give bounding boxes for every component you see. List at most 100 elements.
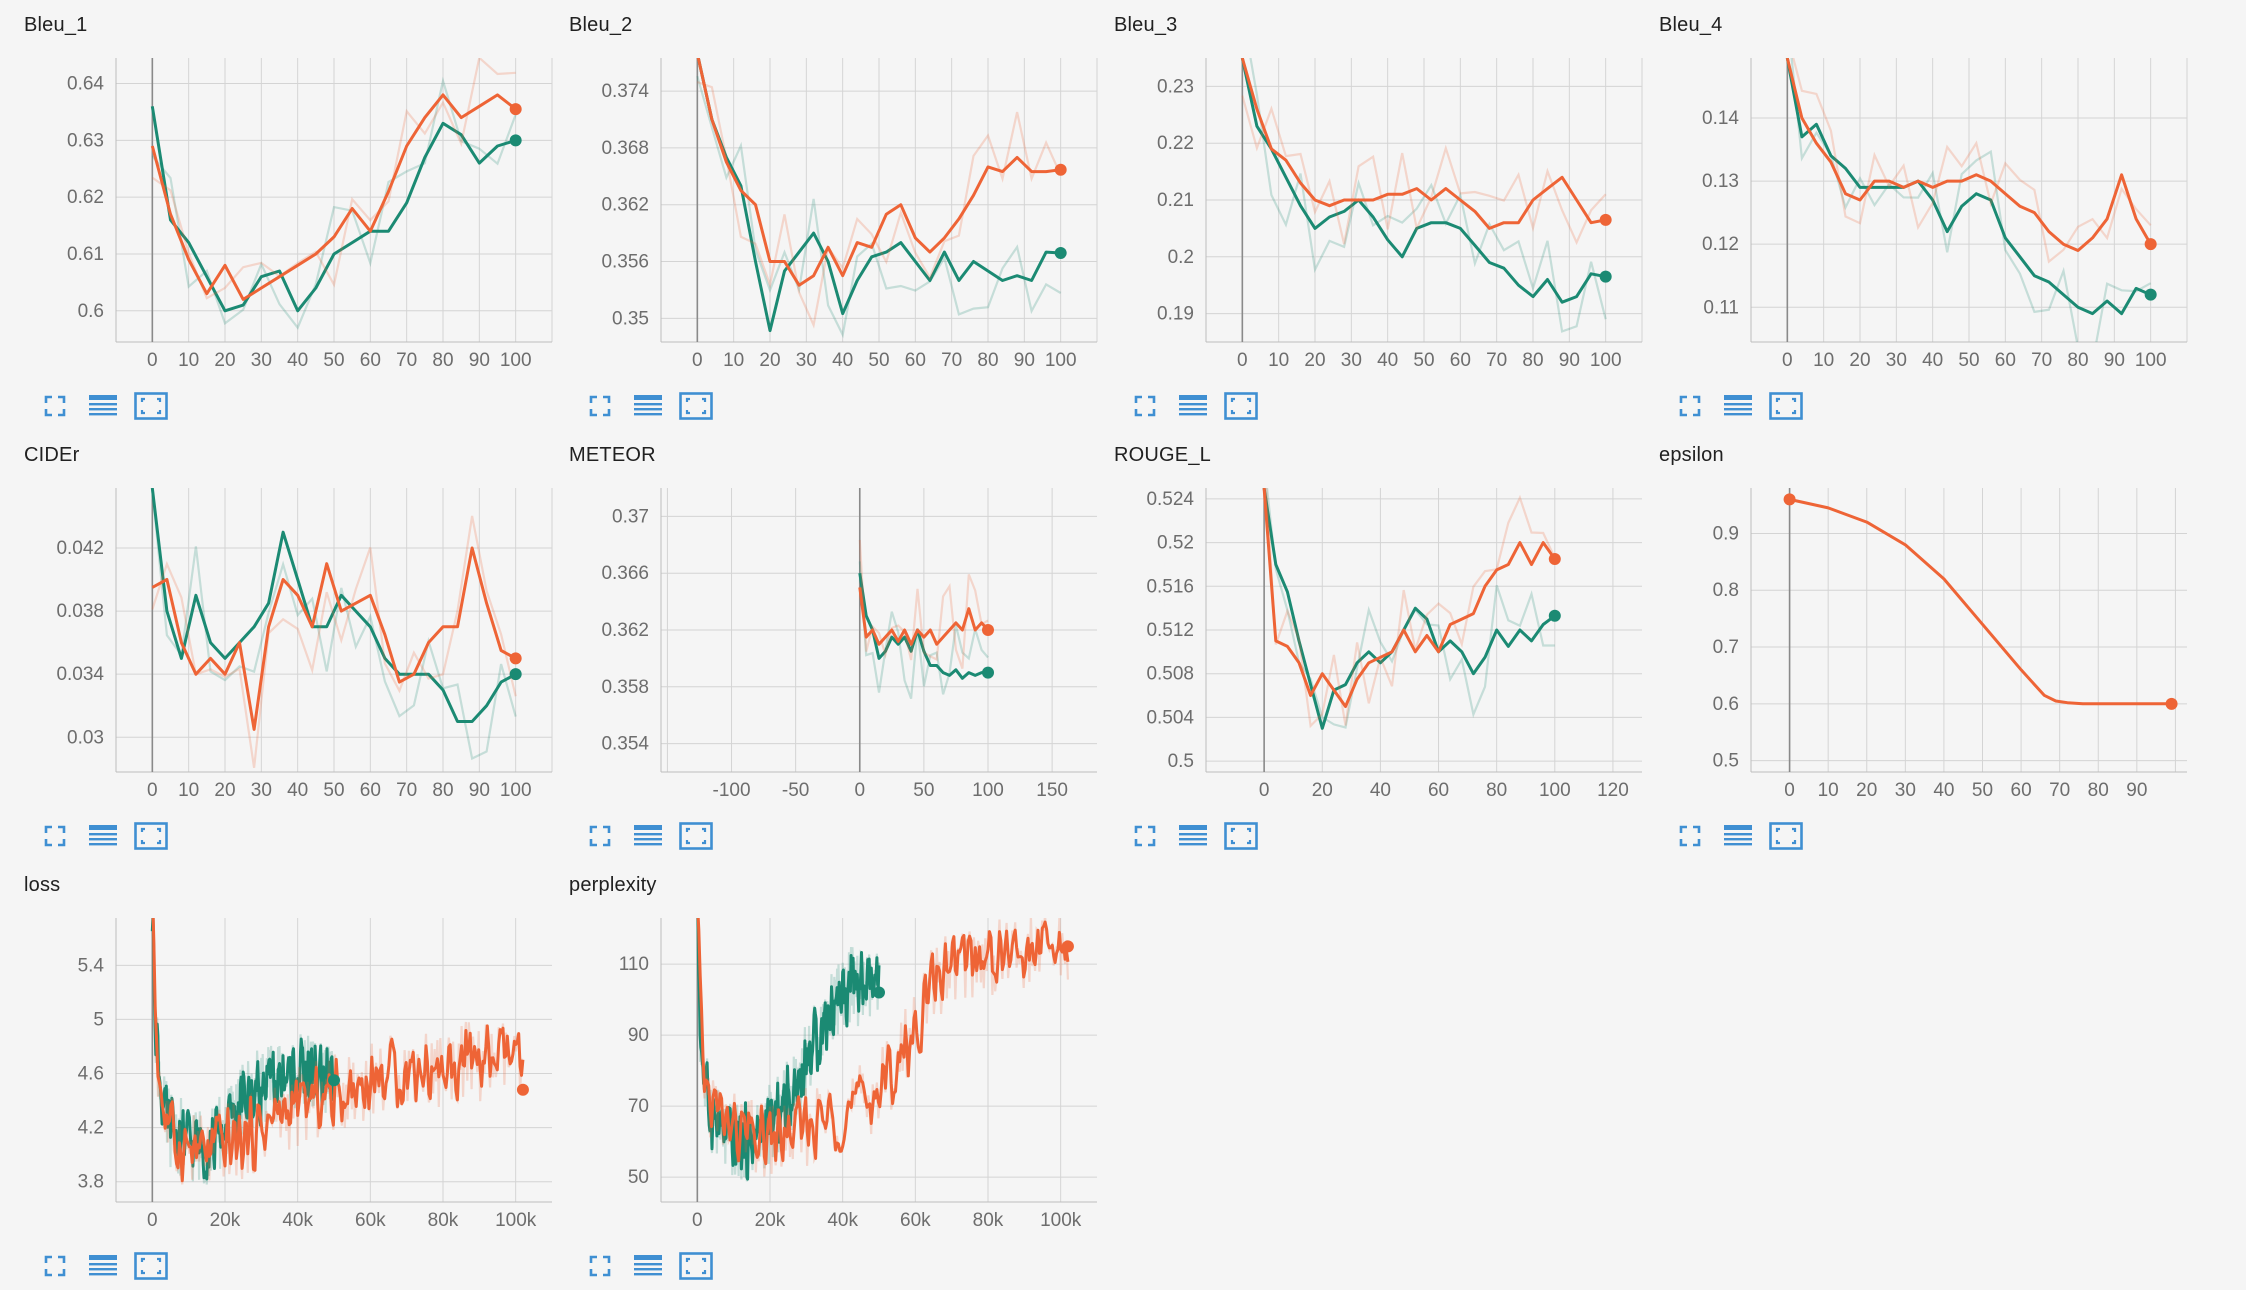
series-line-orange[interactable] xyxy=(1789,497,2172,706)
series-line-green[interactable] xyxy=(1785,58,2152,316)
x-tick-label: 50 xyxy=(913,780,934,801)
series-raw-line-green xyxy=(151,490,517,761)
series-end-point-orange[interactable] xyxy=(2144,238,2157,251)
series-end-point-green[interactable] xyxy=(328,1074,340,1087)
series-end-point-green[interactable] xyxy=(1548,609,1561,622)
series-end-point-orange[interactable] xyxy=(2165,697,2178,710)
series-line-green[interactable] xyxy=(150,488,517,723)
toggle-data-icon[interactable] xyxy=(86,821,120,851)
series-end-point-orange[interactable] xyxy=(516,1083,529,1096)
expand-icon[interactable] xyxy=(38,1251,72,1281)
toggle-data-icon[interactable] xyxy=(631,821,665,851)
x-tick-label: 40 xyxy=(1922,350,1943,371)
fit-domain-icon[interactable] xyxy=(1224,821,1258,851)
series-line-orange[interactable] xyxy=(1262,488,1557,708)
series-end-point-orange[interactable] xyxy=(509,652,522,665)
series-line-orange[interactable] xyxy=(1240,58,1606,230)
toggle-data-icon[interactable] xyxy=(1176,391,1210,421)
series-end-point-green[interactable] xyxy=(982,666,994,679)
series-start-point-orange[interactable] xyxy=(1783,493,1796,506)
x-tick-label: 80 xyxy=(432,780,453,801)
series-end-point-green[interactable] xyxy=(509,668,522,681)
x-tick-label: 60 xyxy=(2011,780,2032,801)
chart-toolbar xyxy=(583,820,713,852)
chart-plot[interactable]: 0.11 0.12 0.13 0.14 0 10 20 30 40 50 60 70 80 90 100 xyxy=(1635,44,2195,384)
chart-plot[interactable]: 0.03 0.034 0.038 0.042 0 10 20 30 40 50 60 70 80 90 10… xyxy=(0,474,560,814)
fit-domain-icon[interactable] xyxy=(679,821,713,851)
series-end-point-green[interactable] xyxy=(873,986,885,999)
expand-icon[interactable] xyxy=(1673,821,1707,851)
x-tick-label: 50 xyxy=(1972,780,1993,801)
chart-plot[interactable]: 0.6 0.61 0.62 0.63 0.64 0 10 20 30 40 50 60 70 80 90 10… xyxy=(0,44,560,384)
x-tick-label: 20 xyxy=(214,780,235,801)
fit-domain-icon[interactable] xyxy=(679,391,713,421)
chart-plot[interactable]: 0.5 0.6 0.7 0.8 0.9 0 10 20 30 40 50 60 70 80 90 xyxy=(1635,474,2195,814)
toggle-data-icon[interactable] xyxy=(631,391,665,421)
series-end-point-orange[interactable] xyxy=(1599,213,1612,226)
chart-plot[interactable]: 0.19 0.2 0.21 0.22 0.23 0 10 20 30 40 50 60 70 80 90 10… xyxy=(1090,44,1650,384)
toggle-data-icon[interactable] xyxy=(1721,391,1755,421)
x-tick-label: 20k xyxy=(755,1210,786,1231)
expand-icon[interactable] xyxy=(583,821,617,851)
series-line-orange[interactable] xyxy=(151,546,517,731)
series-end-point-orange[interactable] xyxy=(1548,553,1561,565)
expand-icon[interactable] xyxy=(583,391,617,421)
chart-plot[interactable]: 3.8 4.2 4.6 5 5.4 0 20k 40k 60k 80k 100k xyxy=(0,904,560,1244)
toggle-data-icon[interactable] xyxy=(86,1251,120,1281)
fit-domain-icon[interactable] xyxy=(679,1251,713,1281)
y-tick-label: 0.13 xyxy=(1702,171,1739,192)
chart-plot[interactable]: 0.35 0.356 0.362 0.368 0.374 0 10 20 30 40 50 60 70 8… xyxy=(545,44,1105,384)
series-line-orange[interactable] xyxy=(150,93,517,301)
y-tick-label: 0.52 xyxy=(1157,533,1194,554)
fit-domain-icon[interactable] xyxy=(1224,391,1258,421)
y-tick-label: 0.61 xyxy=(67,244,104,265)
toggle-data-icon[interactable] xyxy=(631,1251,665,1281)
toggle-data-icon[interactable] xyxy=(1721,821,1755,851)
x-tick-label: 40 xyxy=(287,780,308,801)
x-tick-label: 80 xyxy=(977,350,998,371)
fit-domain-icon[interactable] xyxy=(1769,391,1803,421)
expand-icon[interactable] xyxy=(583,1251,617,1281)
chart-plot[interactable]: 0.5 0.504 0.508 0.512 0.516 0.52 0.524 0 20 40 60 8… xyxy=(1090,474,1650,814)
chart-plot[interactable]: 0.354 0.358 0.362 0.366 0.37 -100 -50 0 50 100 150 xyxy=(545,474,1105,814)
expand-icon[interactable] xyxy=(1128,391,1162,421)
series-line-green[interactable] xyxy=(858,572,988,680)
toggle-data-icon[interactable] xyxy=(86,391,120,421)
series-line-orange[interactable] xyxy=(858,587,990,646)
x-tick-label: 50 xyxy=(323,350,344,371)
chart-plot[interactable]: 50 70 90 110 0 20k 40k 60k 80k 100k xyxy=(545,904,1105,1244)
chart-card-epsilon: epsilon 0.5 0.6 0.7 0.8 0.9 0 10 20 30 40 50 60 70 80 9… xyxy=(1635,430,2195,860)
y-tick-label: 0.5 xyxy=(1168,751,1194,772)
x-tick-label: 120 xyxy=(1597,780,1629,801)
series-line-orange[interactable] xyxy=(1785,58,2152,252)
expand-icon[interactable] xyxy=(38,391,72,421)
series-end-point-green[interactable] xyxy=(2144,288,2157,301)
expand-icon[interactable] xyxy=(38,821,72,851)
series-line-orange[interactable] xyxy=(151,904,525,1183)
series-end-point-orange[interactable] xyxy=(509,103,522,116)
series-line-green[interactable] xyxy=(696,53,1061,333)
series-end-point-orange[interactable] xyxy=(1054,163,1067,176)
y-tick-label: 0.358 xyxy=(601,677,649,698)
series-end-point-green[interactable] xyxy=(1054,247,1067,260)
series-line-green[interactable] xyxy=(1240,58,1606,304)
x-tick-label: 50 xyxy=(323,780,344,801)
expand-icon[interactable] xyxy=(1128,821,1162,851)
series-end-point-orange[interactable] xyxy=(1061,940,1074,953)
series-line-green[interactable] xyxy=(150,106,517,313)
expand-icon[interactable] xyxy=(1673,391,1707,421)
series-line-orange[interactable] xyxy=(696,53,1061,287)
toggle-data-icon[interactable] xyxy=(1176,821,1210,851)
fit-domain-icon[interactable] xyxy=(134,391,168,421)
series-raw-line-orange xyxy=(1265,488,1556,729)
series-line-green[interactable] xyxy=(1262,488,1556,730)
series-line-orange[interactable] xyxy=(696,904,1070,1166)
fit-domain-icon[interactable] xyxy=(134,821,168,851)
series-raw-line-green xyxy=(1249,58,1607,333)
series-end-point-green[interactable] xyxy=(1599,270,1612,283)
series-end-point-green[interactable] xyxy=(509,134,522,147)
fit-domain-icon[interactable] xyxy=(134,1251,168,1281)
chart-card-bleu3: Bleu_3 0.19 0.2 0.21 0.22 0.23 0 10 20 30 40 50 60 70… xyxy=(1090,0,1650,430)
fit-domain-icon[interactable] xyxy=(1769,821,1803,851)
series-end-point-orange[interactable] xyxy=(982,624,994,636)
